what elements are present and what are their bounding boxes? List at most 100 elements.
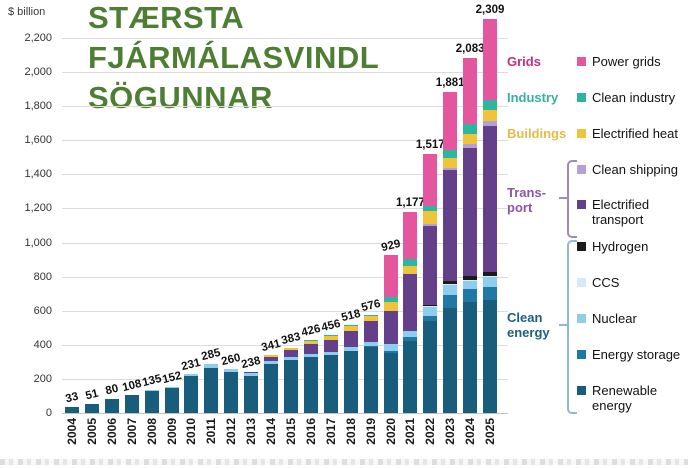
bar-2010 xyxy=(184,373,199,413)
bar-segment xyxy=(423,224,438,226)
overlay-title: STÆRSTA FJÁRMÁLASVINDL SÖGUNNAR xyxy=(88,0,379,118)
y-tick-label: 0 xyxy=(45,407,52,419)
overlay-title-line-3: SÖGUNNAR xyxy=(88,80,273,115)
legend-item-label: Power grids xyxy=(592,54,661,69)
bar-segment xyxy=(443,295,458,309)
bar-segment xyxy=(403,340,418,413)
bar-segment xyxy=(343,347,358,352)
bar-2008 xyxy=(144,390,159,413)
bar-segment xyxy=(323,335,338,337)
bar-segment xyxy=(463,147,478,277)
x-axis-year-label: 2020 xyxy=(383,418,398,445)
y-tick-label: 800 xyxy=(33,270,52,283)
x-axis-year-label: 2013 xyxy=(244,418,259,445)
x-axis-year-label: 2006 xyxy=(104,418,119,445)
bar-segment xyxy=(463,124,478,134)
bar-segment xyxy=(84,404,99,413)
bar-segment xyxy=(224,368,239,373)
bar-segment xyxy=(204,368,219,413)
gridline xyxy=(62,310,508,312)
bar-segment xyxy=(124,395,139,413)
bar-segment xyxy=(363,314,378,317)
bar-segment xyxy=(144,390,159,391)
bar-segment xyxy=(403,259,418,266)
bar-segment xyxy=(164,387,179,413)
x-axis-year-label: 2024 xyxy=(463,418,478,445)
bar-segment xyxy=(443,284,458,296)
bar-segment xyxy=(423,316,438,322)
legend-swatch xyxy=(577,386,586,395)
bar-2006 xyxy=(104,399,119,414)
bar-segment xyxy=(284,347,298,351)
legend-item: Energy storage xyxy=(577,347,685,362)
bar-segment xyxy=(343,351,358,413)
bar-segment xyxy=(463,302,478,413)
bar-segment xyxy=(423,306,438,308)
x-axis-year-label: 2025 xyxy=(483,418,497,445)
gridline xyxy=(62,208,508,210)
bar-2004 xyxy=(65,407,79,414)
legend-item: Clean industry xyxy=(577,90,685,105)
bar-segment xyxy=(184,373,199,377)
bar-segment xyxy=(363,321,378,342)
bar-segment xyxy=(284,357,298,361)
bar-segment xyxy=(423,225,438,306)
bar-segment xyxy=(483,300,497,413)
x-axis-year-label: 2014 xyxy=(264,418,278,445)
bar-2011 xyxy=(204,364,219,413)
bar-segment xyxy=(323,339,338,352)
bar-segment xyxy=(423,305,438,307)
bar-segment xyxy=(403,337,418,341)
bar-segment xyxy=(104,399,119,414)
bar-segment xyxy=(264,356,278,361)
bar-segment xyxy=(244,373,259,377)
bar-segment xyxy=(284,360,298,413)
bar-segment xyxy=(463,280,478,290)
bar-segment xyxy=(403,212,418,260)
gridline xyxy=(62,140,508,142)
legend-swatch xyxy=(577,350,586,359)
bar-segment xyxy=(463,133,478,145)
legend-swatch xyxy=(577,57,586,66)
bar-segment xyxy=(323,336,338,340)
bar-segment xyxy=(463,57,478,125)
bar-segment xyxy=(204,364,219,369)
legend-item: CCS xyxy=(577,275,685,290)
bar-segment xyxy=(264,364,278,413)
bar-segment xyxy=(124,394,139,396)
legend-item: Nuclear xyxy=(577,311,685,326)
bar-segment xyxy=(323,351,338,356)
x-axis-baseline xyxy=(62,413,508,414)
x-axis-year-label: 2007 xyxy=(124,418,139,445)
legend: Grids Industry Buildings Trans-port Clean en… xyxy=(505,0,688,468)
bar-segment xyxy=(264,354,278,357)
overlay-title-line-2: FJÁRMÁLASVINDL xyxy=(88,40,380,75)
legend-swatch xyxy=(577,129,586,138)
x-axis-year-label: 2015 xyxy=(284,418,298,445)
bar-segment xyxy=(323,355,338,413)
bar-2007 xyxy=(124,394,139,413)
legend-item-label: Clean industry xyxy=(592,90,676,105)
bar-segment xyxy=(303,343,318,354)
legend-group-label-buildings: Buildings xyxy=(507,126,567,141)
bar-segment xyxy=(463,144,478,148)
transport-bracket-tick xyxy=(559,197,567,199)
bar-segment xyxy=(483,19,497,101)
x-axis-year-label: 2012 xyxy=(224,418,239,445)
bar-segment xyxy=(363,316,378,322)
bar-segment xyxy=(463,276,478,280)
y-tick-label: 1,400 xyxy=(24,168,52,181)
x-axis-year-label: 2023 xyxy=(443,418,458,445)
bar-segment xyxy=(443,157,458,168)
overlay-title-line-1: STÆRSTA xyxy=(88,0,245,35)
bar-segment xyxy=(303,353,318,358)
bar-segment xyxy=(363,347,378,413)
bar-segment xyxy=(343,326,358,331)
legend-item-label: Electrified transport xyxy=(592,197,650,227)
y-tick-label: 2,200 xyxy=(24,32,52,44)
legend-group-label-clean-energy: Clean energy xyxy=(507,310,550,340)
transport-bracket xyxy=(567,160,577,238)
bar-2015 xyxy=(284,347,298,413)
bar-segment xyxy=(443,283,458,285)
bar-segment xyxy=(184,376,199,413)
